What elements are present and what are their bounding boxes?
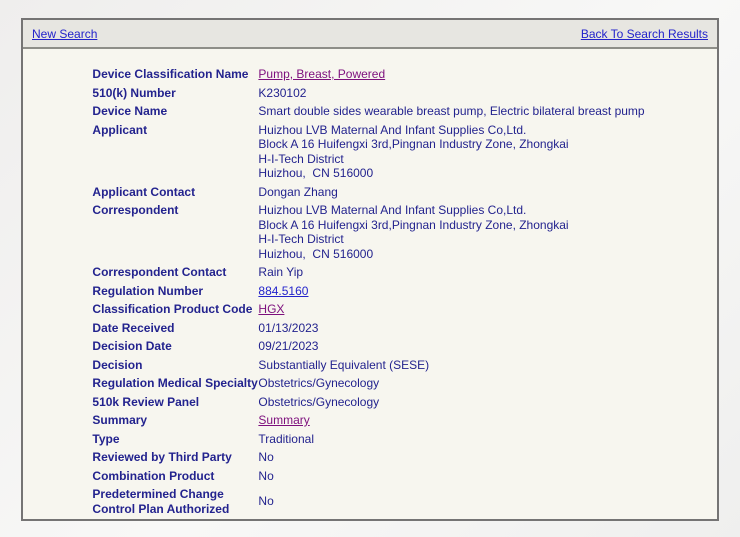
- field-value: No: [258, 468, 274, 483]
- field-label: Applicant: [92, 122, 148, 137]
- field-value: Traditional: [258, 431, 314, 446]
- row-device-name: Device Name Smart double sides wearable …: [92, 102, 647, 121]
- field-label: Predetermined Change Control Plan Author…: [92, 487, 230, 516]
- field-value: Obstetrics/Gynecology: [258, 376, 380, 390]
- field-label: Summary: [92, 413, 148, 427]
- row-510k-review-panel: 510k Review Panel Obstetrics/Gynecology: [92, 393, 647, 412]
- row-predetermined-change-control-plan: Predetermined Change Control Plan Author…: [92, 485, 647, 518]
- field-value: Dongan Zhang: [258, 184, 338, 199]
- row-regulation-medical-specialty: Regulation Medical Specialty Obstetrics/…: [92, 374, 647, 393]
- field-label: Regulation Medical Specialty: [92, 376, 258, 390]
- summary-link[interactable]: Summary: [258, 413, 310, 427]
- row-decision: Decision Substantially Equivalent (SESE): [92, 356, 647, 375]
- row-device-classification-name: Device Classification Name Pump, Breast,…: [92, 65, 647, 84]
- field-value: Obstetrics/Gynecology: [258, 394, 380, 409]
- row-summary: Summary Summary: [92, 411, 647, 430]
- row-combination-product: Combination Product No: [92, 467, 647, 486]
- field-label: Classification Product Code: [92, 302, 253, 316]
- field-label: 510(k) Number: [92, 85, 176, 100]
- row-regulation-number: Regulation Number 884.5160: [92, 282, 647, 301]
- field-value: K230102: [258, 85, 307, 100]
- field-label: Regulation Number: [92, 283, 204, 298]
- row-correspondent: Correspondent Huizhou LVB Maternal And I…: [92, 201, 647, 263]
- field-value: 09/21/2023: [258, 339, 319, 353]
- row-classification-product-code: Classification Product Code HGX: [92, 300, 647, 319]
- navigation-bar: New Search Back To Search Results: [23, 20, 717, 49]
- field-label: Date Received: [92, 320, 175, 335]
- back-to-search-results-link[interactable]: Back To Search Results: [580, 26, 708, 41]
- record-details: Device Classification Name Pump, Breast,…: [23, 49, 717, 518]
- field-label: Type: [92, 431, 120, 446]
- row-reviewed-by-third-party: Reviewed by Third Party No: [92, 448, 647, 467]
- field-label: Applicant Contact: [92, 184, 196, 199]
- field-value: Smart double sides wearable breast pump,…: [258, 104, 645, 118]
- row-applicant: Applicant Huizhou LVB Maternal And Infan…: [92, 121, 647, 183]
- row-applicant-contact: Applicant Contact Dongan Zhang: [92, 183, 647, 202]
- field-label: Reviewed by Third Party: [92, 450, 232, 464]
- record-panel: New Search Back To Search Results Device…: [21, 18, 719, 521]
- device-details-table: Device Classification Name Pump, Breast,…: [92, 65, 647, 518]
- field-label: 510k Review Panel: [92, 394, 200, 409]
- row-date-received: Date Received 01/13/2023: [92, 319, 647, 338]
- row-correspondent-contact: Correspondent Contact Rain Yip: [92, 263, 647, 282]
- correspondent-address: Huizhou LVB Maternal And Infant Supplies…: [258, 203, 569, 261]
- field-label: Combination Product: [92, 468, 215, 483]
- field-value: Substantially Equivalent (SESE): [258, 357, 430, 372]
- row-510k-number: 510(k) Number K230102: [92, 84, 647, 103]
- field-value: 01/13/2023: [258, 320, 319, 335]
- field-label: Decision Date: [92, 339, 172, 353]
- new-search-link[interactable]: New Search: [32, 26, 98, 41]
- field-value: Rain Yip: [258, 265, 304, 279]
- row-type: Type Traditional: [92, 430, 647, 449]
- row-decision-date: Decision Date 09/21/2023: [92, 337, 647, 356]
- field-label: Correspondent Contact: [92, 265, 227, 279]
- device-classification-link[interactable]: Pump, Breast, Powered: [258, 67, 386, 81]
- field-value: No: [258, 494, 274, 509]
- field-label: Decision: [92, 357, 143, 372]
- field-value: No: [258, 450, 274, 464]
- field-label: Device Classification Name: [92, 67, 249, 81]
- applicant-address: Huizhou LVB Maternal And Infant Supplies…: [258, 122, 569, 181]
- field-label: Device Name: [92, 104, 168, 118]
- product-code-link[interactable]: HGX: [258, 302, 285, 316]
- regulation-number-link[interactable]: 884.5160: [258, 283, 309, 298]
- field-label: Correspondent: [92, 203, 179, 217]
